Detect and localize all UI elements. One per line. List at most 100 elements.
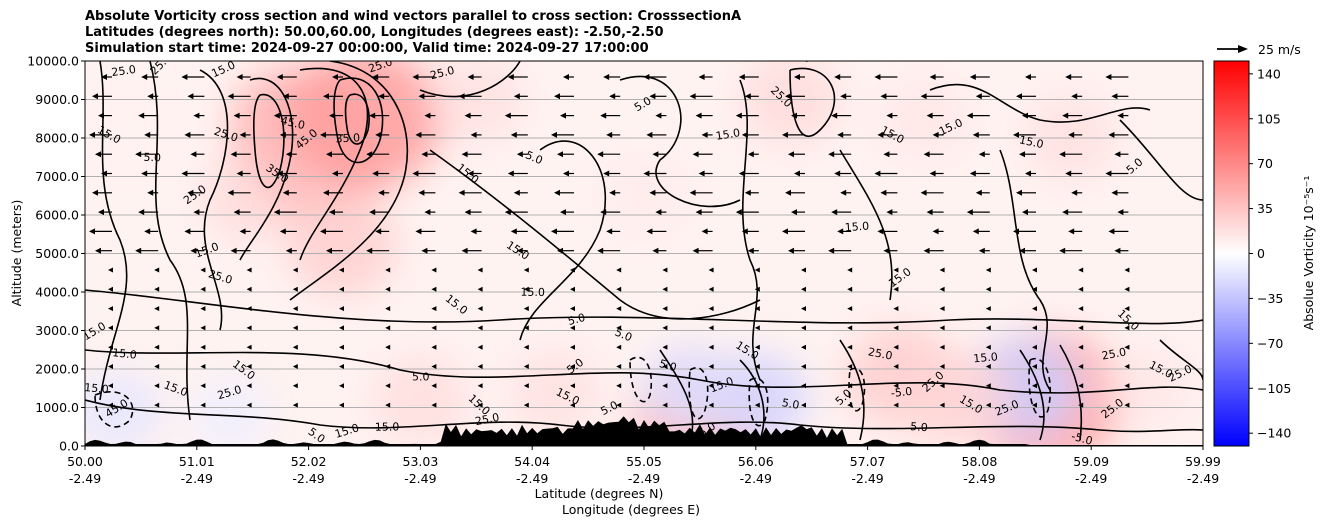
wind-vector-head	[782, 131, 788, 138]
wind-vector-head	[662, 402, 668, 408]
wind-vector-head	[570, 325, 575, 331]
wind-vector-head	[801, 286, 806, 292]
wind-vector-head	[754, 325, 760, 331]
contour-label: 15.0	[973, 350, 999, 365]
wind-vector-head	[385, 325, 391, 331]
wind-vector-head	[788, 247, 794, 254]
wind-vector-head	[372, 170, 379, 177]
wind-vector-head	[378, 189, 385, 196]
wind-vector-head	[507, 170, 514, 177]
wind-vector-head	[652, 247, 659, 254]
wind-vector-head	[606, 131, 613, 138]
wind-vector-head	[184, 228, 191, 235]
contour-label: 15.0	[84, 381, 110, 396]
wind-vector-head	[880, 93, 887, 100]
wind-vector-head	[279, 131, 286, 138]
y-tick-label: 0.0	[59, 439, 79, 454]
y-tick-label: 7000.0	[35, 169, 79, 184]
wind-vector-head	[477, 402, 483, 408]
wind-vector-head	[785, 93, 791, 100]
wind-vector-head	[1013, 131, 1019, 138]
wind-vector-head	[616, 344, 622, 350]
wind-vector-head	[708, 286, 714, 292]
wind-vector-head	[554, 93, 560, 100]
wind-vector-head	[801, 306, 806, 312]
wind-vector-head	[754, 402, 760, 408]
wind-vector-head	[1071, 189, 1078, 196]
wind-vector-head	[98, 209, 104, 216]
wind-vector-head	[477, 267, 483, 273]
wind-vector-head	[1124, 306, 1130, 312]
x-tick-label-lon: -2.49	[628, 471, 660, 486]
wind-vector-head	[893, 383, 899, 389]
y-tick-label: 2000.0	[35, 362, 79, 377]
wind-vector-head	[200, 364, 206, 369]
wind-vector-head	[893, 402, 899, 408]
y-tick-label: 4000.0	[35, 285, 79, 300]
wind-vector-head	[412, 74, 419, 80]
wind-vector-head	[138, 112, 145, 119]
wind-vector-head	[1025, 170, 1031, 177]
wind-vector-head	[108, 344, 113, 350]
wind-vector-head	[1019, 247, 1025, 254]
wind-vector-head	[1071, 93, 1078, 100]
wind-vector-head	[273, 112, 280, 119]
wind-vector-head	[738, 170, 745, 177]
x-axis-label-latitude: Latitude (degrees N)	[535, 486, 664, 501]
wind-vector-head	[695, 112, 702, 119]
wind-vector-head	[292, 364, 298, 369]
wind-vector-head	[1016, 189, 1022, 196]
wind-vector-head	[794, 74, 800, 80]
wind-vector-head	[464, 112, 471, 119]
contour-label: 25.0	[1101, 345, 1127, 362]
wind-vector-head	[1032, 306, 1037, 312]
wind-vector-head	[147, 189, 154, 196]
wind-vector-head	[421, 247, 428, 254]
wind-vector-head	[794, 170, 800, 177]
contour-label: 5.0	[523, 148, 544, 167]
wind-vector-head	[616, 402, 622, 408]
wind-vector-head	[190, 247, 197, 254]
contour-label: 5.0	[566, 311, 586, 328]
wind-vector-head	[708, 344, 714, 350]
wind-vector-head	[1062, 209, 1069, 216]
wind-vector-head	[1025, 74, 1031, 80]
wind-vector-head	[837, 131, 844, 138]
wind-vector-head	[985, 383, 991, 389]
wind-vectors	[89, 74, 1130, 408]
wind-vector-head	[616, 267, 622, 273]
wind-vector-head	[424, 209, 431, 216]
x-tick-label-lat: 59.09	[1073, 454, 1109, 469]
wind-vector-head	[893, 267, 899, 273]
wind-vector-head	[1114, 247, 1121, 254]
wind-vector-head	[418, 93, 425, 100]
wind-vector-head	[969, 74, 976, 80]
contour-label: 25.0	[111, 63, 137, 79]
wind-vector-head	[791, 112, 797, 119]
wind-vector-head	[523, 325, 529, 331]
wind-vector-head	[385, 402, 391, 408]
wind-vector-head	[108, 383, 113, 389]
wind-vector-head	[893, 325, 899, 331]
wind-vector-head	[193, 209, 200, 216]
wind-vector-head	[939, 383, 945, 389]
wind-vector-head	[747, 247, 754, 254]
wind-vector-head	[98, 112, 104, 119]
wind-vector-head	[1124, 267, 1130, 273]
wind-vector-head	[1078, 267, 1084, 273]
wind-vector-head	[329, 209, 335, 216]
wind-vector-head	[276, 170, 283, 177]
wind-vector-head	[744, 189, 751, 196]
wind-vector-head	[154, 267, 160, 273]
wind-vector-head	[985, 306, 991, 312]
contour-label: 15.0	[112, 346, 138, 361]
wind-vector-head	[415, 131, 422, 138]
wind-vector-head	[1068, 228, 1075, 235]
vorticity-blob	[879, 78, 969, 160]
wind-vector-head	[513, 189, 520, 196]
negative-contour-lines	[94, 356, 1052, 428]
wind-vector-head	[985, 286, 991, 292]
wind-vector-head	[135, 151, 142, 158]
wind-vector-head	[1032, 364, 1037, 369]
wind-vector-head	[926, 209, 933, 216]
